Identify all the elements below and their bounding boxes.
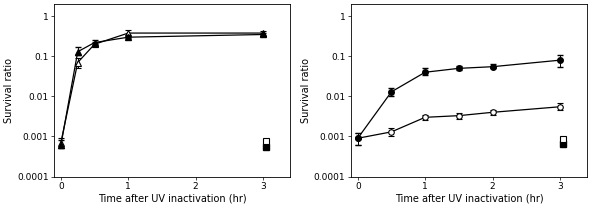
X-axis label: Time after UV inactivation (hr): Time after UV inactivation (hr) [98,194,246,204]
Y-axis label: Survival ratio: Survival ratio [4,58,14,123]
X-axis label: Time after UV inactivation (hr): Time after UV inactivation (hr) [395,194,543,204]
Y-axis label: Survival ratio: Survival ratio [301,58,311,123]
